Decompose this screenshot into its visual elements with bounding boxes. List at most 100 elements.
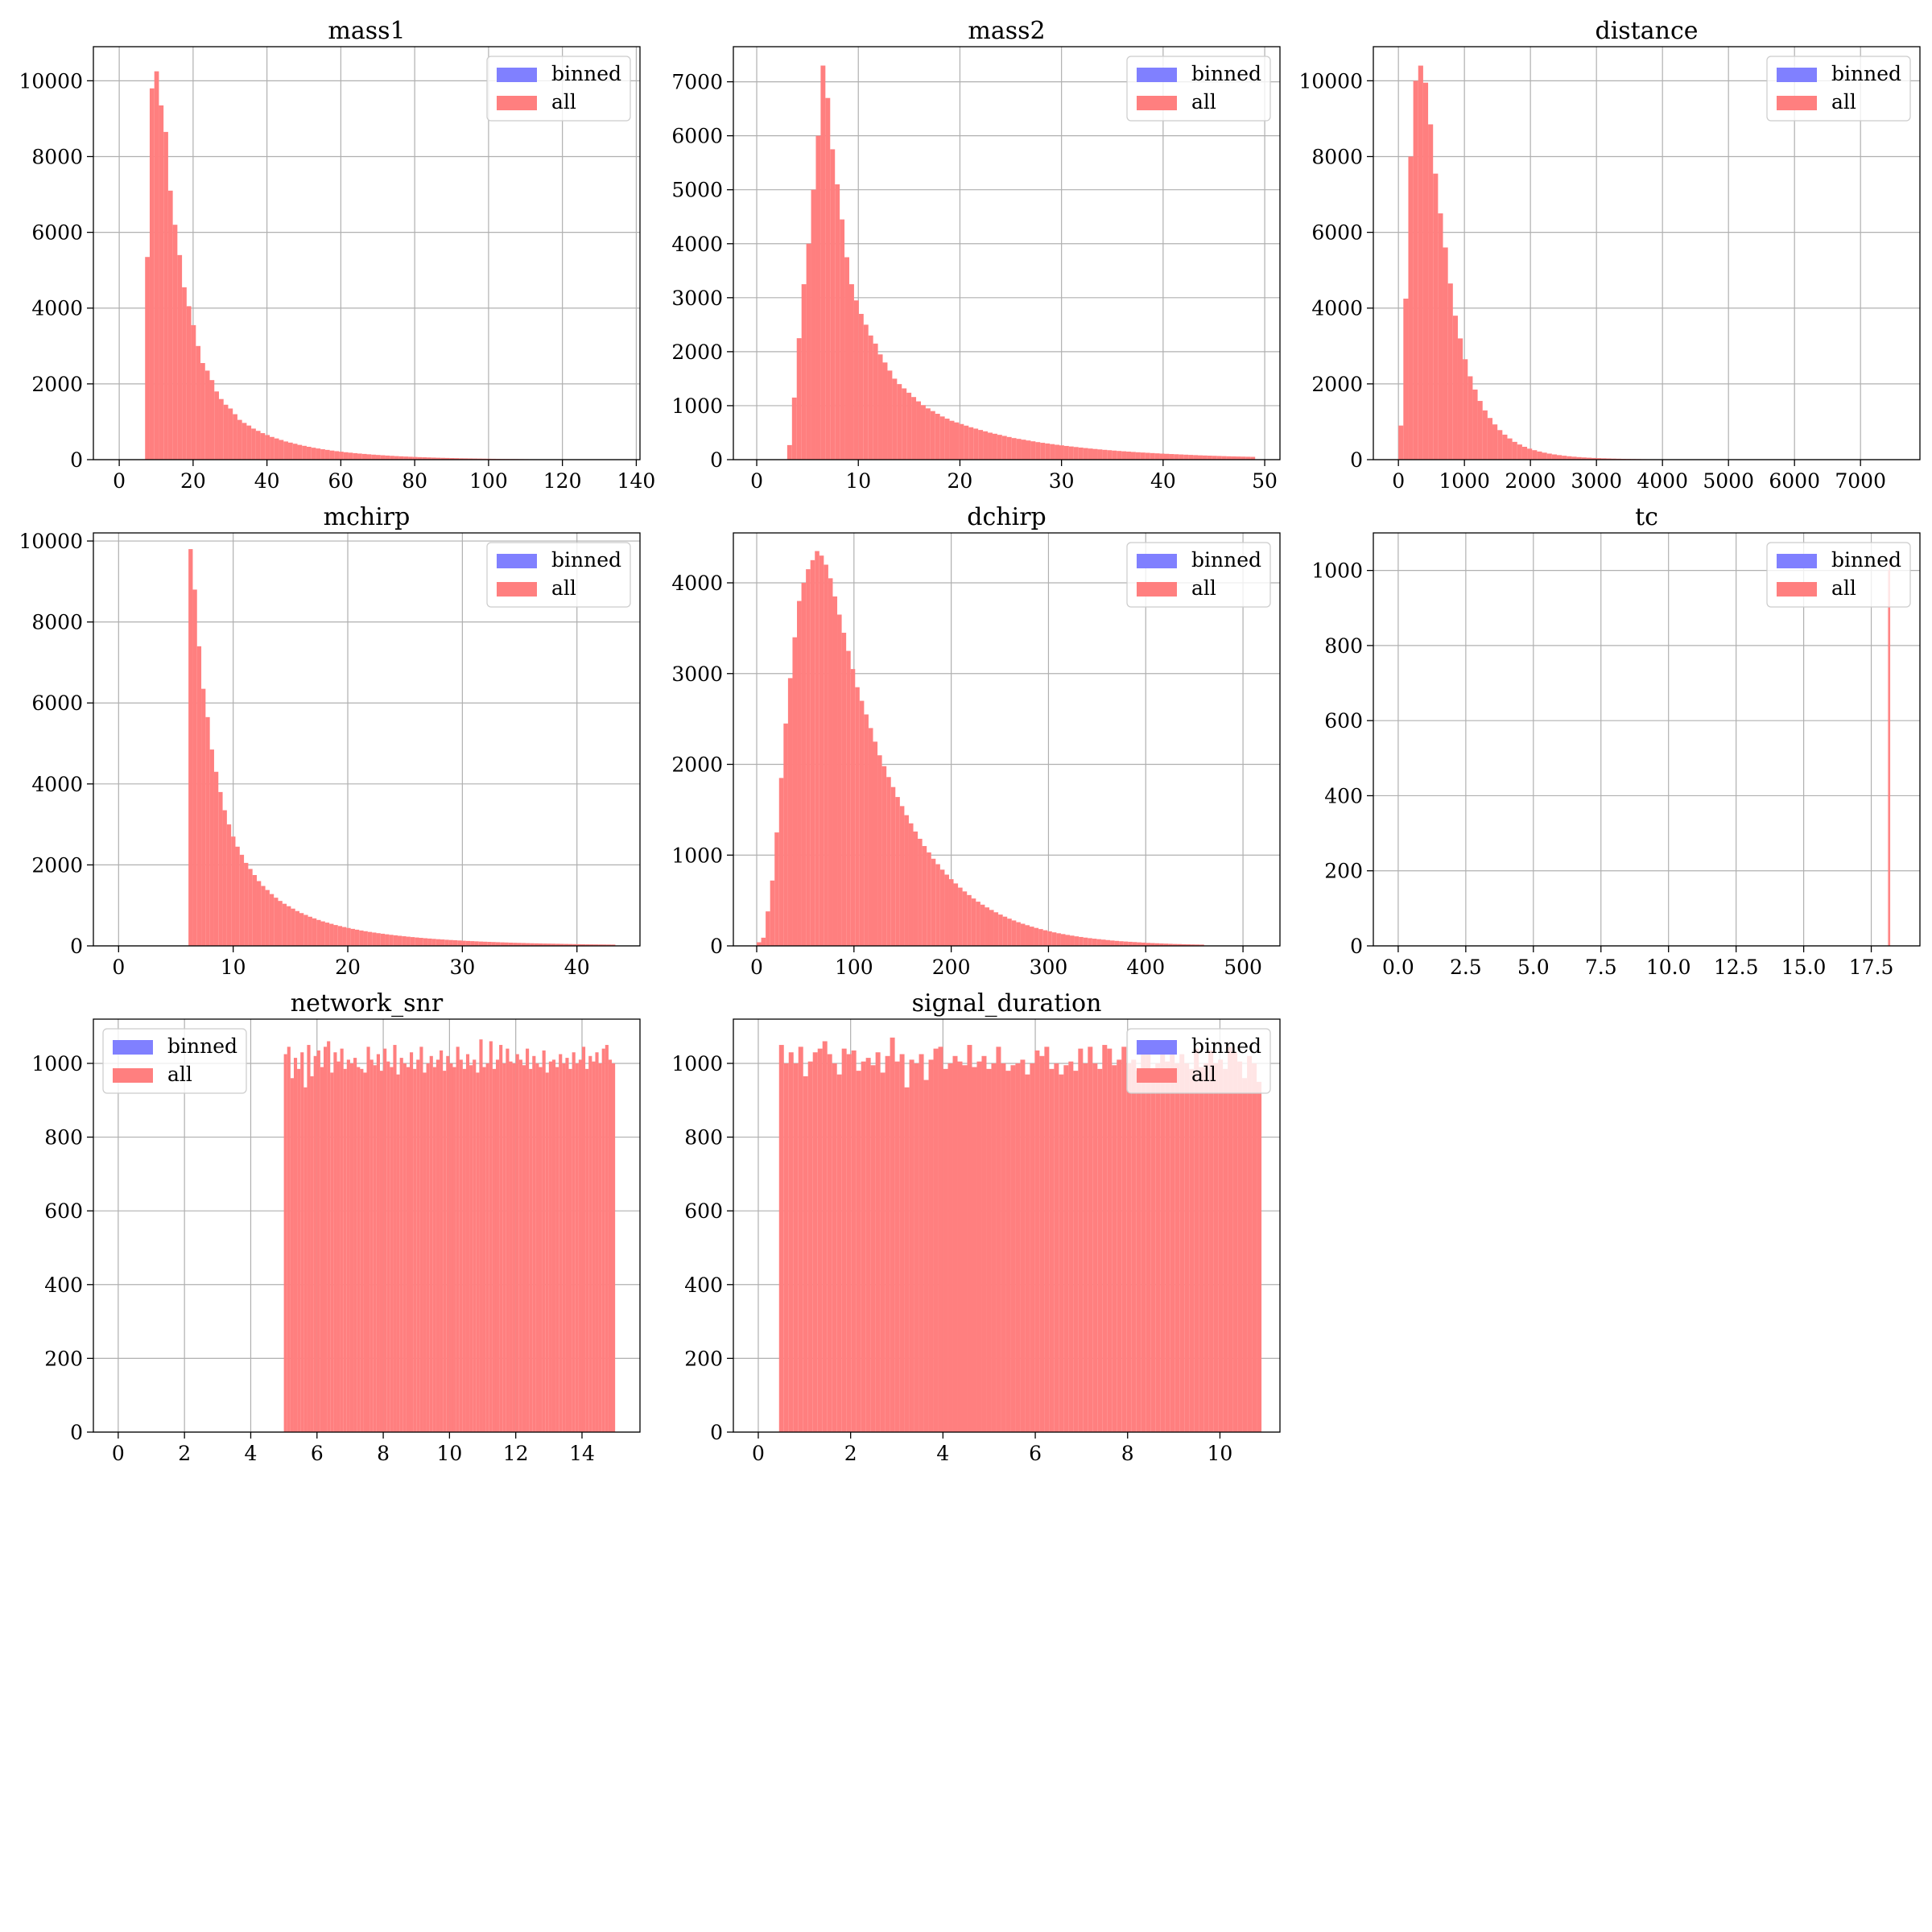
- histogram-bar: [292, 444, 298, 460]
- histogram-bar: [343, 1068, 347, 1432]
- histogram-bar: [1586, 457, 1592, 460]
- histogram-bar: [228, 408, 233, 460]
- histogram-bar: [1183, 454, 1189, 460]
- legend-label-all: all: [551, 90, 576, 114]
- histogram-bar: [1433, 173, 1439, 460]
- histogram-bar: [806, 243, 811, 460]
- histogram-bar: [1199, 1067, 1204, 1432]
- histogram-bar: [559, 943, 564, 946]
- histogram-bar: [1512, 441, 1517, 460]
- histogram-bar: [1135, 452, 1141, 460]
- histogram-bar: [1408, 156, 1414, 460]
- histogram-bar: [500, 942, 505, 946]
- histogram-bar: [894, 1061, 900, 1432]
- histogram-bar: [1112, 450, 1117, 460]
- histogram-bar: [849, 284, 854, 460]
- histogram-bar: [841, 1048, 847, 1432]
- histogram-bar: [792, 637, 798, 946]
- histogram-bar: [192, 589, 197, 946]
- histogram-bar: [397, 935, 402, 946]
- x-tick-label: 40: [254, 469, 280, 493]
- histogram-bar: [251, 428, 256, 460]
- histogram-bar: [778, 778, 784, 946]
- histogram-bar: [233, 414, 237, 460]
- histogram-bar: [935, 414, 940, 460]
- histogram-bar: [1188, 455, 1194, 460]
- histogram-bar: [431, 939, 436, 946]
- histogram-bar: [978, 430, 984, 460]
- histogram-bar: [320, 1067, 324, 1432]
- histogram-bar: [440, 1050, 444, 1432]
- histogram-bar: [329, 450, 335, 460]
- histogram-bar: [868, 728, 873, 946]
- histogram-bar: [209, 749, 214, 946]
- histogram-bar: [172, 225, 178, 460]
- histogram-bar: [913, 831, 919, 946]
- histogram-bar: [605, 1045, 609, 1432]
- histogram-bar: [863, 324, 869, 460]
- histogram-bar: [302, 445, 307, 460]
- x-tick-label: 6: [311, 1442, 324, 1465]
- histogram-bar: [423, 938, 428, 946]
- histogram-bar: [1102, 449, 1108, 460]
- histogram-bar: [1002, 916, 1008, 946]
- histogram-bar: [1172, 943, 1178, 946]
- axes-frame: [1373, 532, 1921, 947]
- histogram-bar: [1130, 452, 1136, 460]
- x-tick-label: 12.5: [1714, 956, 1759, 979]
- histogram-bar: [853, 300, 859, 460]
- histogram-bar: [223, 404, 229, 460]
- histogram-bar: [565, 1058, 569, 1432]
- histogram-bar: [376, 933, 381, 946]
- y-tick-label: 4000: [1311, 297, 1363, 320]
- histogram-bar: [846, 1054, 852, 1432]
- histogram-bar: [1169, 454, 1174, 460]
- histogram-bar: [476, 1072, 480, 1432]
- histogram-bar: [518, 1059, 522, 1432]
- histogram-bar: [1150, 452, 1155, 460]
- histogram-bar: [1403, 298, 1409, 460]
- histogram-bar: [1194, 1048, 1199, 1432]
- histogram-bar: [353, 452, 358, 460]
- histogram-bar: [380, 455, 386, 460]
- histogram-bar: [390, 1067, 394, 1432]
- histogram-bar: [899, 1054, 905, 1432]
- x-tick-label: 15.0: [1781, 956, 1827, 979]
- histogram-bar: [539, 1067, 543, 1432]
- histogram-bar: [935, 864, 940, 946]
- histogram-bar: [357, 1067, 361, 1432]
- histogram-bar: [436, 939, 440, 946]
- histogram-bar: [581, 1046, 586, 1432]
- y-tick-label: 1000: [671, 844, 723, 867]
- histogram-bar: [985, 907, 989, 946]
- histogram-bar: [440, 457, 445, 460]
- histogram-bar: [1165, 1061, 1170, 1432]
- y-tick-label: 4000: [671, 233, 723, 256]
- y-tick-label: 2000: [671, 753, 723, 777]
- histogram-bar: [964, 425, 969, 460]
- histogram-bar: [1097, 449, 1103, 460]
- histogram-bar: [1231, 456, 1236, 460]
- histogram-bar: [529, 1068, 533, 1432]
- legend-label-all: all: [167, 1063, 192, 1086]
- histogram-bar: [346, 1059, 350, 1432]
- legend-swatch-all: [1137, 1068, 1177, 1083]
- x-tick-label: 50: [1252, 469, 1278, 493]
- histogram-bar: [1571, 456, 1577, 460]
- histogram-bar: [1164, 453, 1170, 460]
- histogram-bar: [1050, 444, 1055, 460]
- histogram-bar: [1040, 443, 1046, 460]
- x-tick-label: 20: [947, 469, 973, 493]
- histogram-bar: [861, 1061, 866, 1432]
- histogram-bar: [1154, 453, 1160, 460]
- histogram-bar: [308, 916, 312, 946]
- histogram-bar: [914, 1063, 919, 1432]
- histogram-bar: [265, 890, 270, 946]
- histogram-bar: [1186, 944, 1191, 946]
- histogram-bar: [1117, 1059, 1122, 1432]
- histogram-bar: [962, 1065, 968, 1432]
- histogram-bar: [1221, 456, 1227, 460]
- histogram-bar: [909, 1059, 914, 1432]
- histogram-bar: [479, 1039, 483, 1432]
